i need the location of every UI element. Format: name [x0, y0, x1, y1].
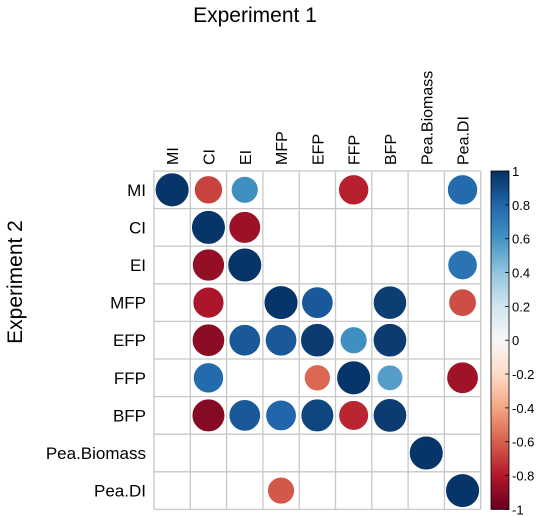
correlation-circle [228, 211, 261, 244]
column-label: BFP [383, 134, 400, 165]
correlation-circle [267, 476, 295, 505]
correlation-circle [194, 175, 223, 205]
column-label: MFP [274, 131, 291, 165]
correlation-circle [191, 398, 226, 433]
correlation-circle [192, 323, 225, 357]
row-label: EFP [113, 331, 146, 350]
row-label: FFP [114, 369, 146, 388]
colorbar-tick-label: -0.4 [512, 401, 534, 416]
colorbar-tick-label: -0.8 [512, 469, 534, 484]
colorbar-tick-label: 0.6 [512, 232, 530, 247]
column-label: CI [201, 149, 218, 165]
row-label: Pea.DI [94, 482, 146, 501]
grid [153, 170, 482, 511]
correlation-circle [447, 174, 478, 206]
column-labels: MI CI EI MFP EFP FFP BFP Pea.Biomass Pea.DI [165, 71, 472, 165]
chart-title-top: Experiment 1 [193, 4, 317, 27]
correlation-circle [339, 326, 368, 354]
row-label: Pea.Biomass [46, 444, 146, 463]
column-label: EI [238, 150, 255, 165]
row-label: BFP [113, 406, 146, 425]
correlation-circle [409, 435, 444, 471]
row-label: MFP [110, 294, 146, 313]
correlation-circle [155, 172, 190, 207]
correlation-circle [338, 400, 369, 431]
correlation-circle [376, 364, 403, 391]
colorbar-tick-label: 0 [512, 333, 519, 348]
colorbar-tick-label: -0.6 [512, 435, 534, 450]
correlation-circle [228, 324, 261, 357]
correlation-circle [263, 285, 299, 320]
row-label: EI [130, 256, 146, 275]
correlation-circle [191, 210, 226, 245]
correlation-circle [447, 250, 478, 280]
circles [155, 172, 480, 508]
column-label: MI [165, 147, 182, 165]
colorbar-tick-label: 0.2 [512, 299, 530, 314]
correlation-circle [445, 473, 480, 508]
colorbar-tick-label: -0.2 [512, 367, 534, 382]
row-label: MI [127, 181, 146, 200]
row-labels: MI CI EI MFP EFP FFP BFP Pea.Biomass Pea.DI [46, 181, 146, 501]
correlation-circle [265, 399, 297, 431]
colorbar-tick-label: 0.8 [512, 198, 530, 213]
correlation-circle [372, 323, 407, 358]
correlation-circle [228, 399, 261, 432]
column-label: Pea.Biomass [419, 71, 436, 165]
correlation-circle [338, 174, 369, 206]
correlation-circle [373, 285, 407, 320]
correlation-circle [227, 247, 262, 283]
correlation-circle [448, 288, 477, 317]
colorbar-tick-label: 0.4 [512, 266, 530, 281]
correlation-circle [372, 398, 407, 433]
chart-title-left: Experiment 2 [4, 220, 27, 344]
correlation-circle [231, 176, 259, 204]
correlation-circle [301, 286, 334, 319]
correlation-circle [192, 286, 225, 319]
correlation-circle [265, 324, 298, 357]
column-label: Pea.DI [456, 116, 473, 165]
correlation-circle [300, 323, 335, 358]
correlation-circle [193, 362, 224, 394]
column-label: EFP [310, 134, 327, 165]
correlation-circle [446, 361, 479, 394]
row-label: CI [129, 218, 146, 237]
correlation-circle [304, 364, 331, 392]
correlation-circle [192, 248, 225, 282]
column-label: FFP [347, 135, 364, 165]
colorbar: 1 0.8 0.6 0.4 0.2 0 -0.2 -0.4 -0.6 -0.8 -1 [490, 164, 534, 516]
correlation-circle [336, 360, 371, 395]
correlation-circle [300, 398, 334, 433]
colorbar-tick-label: -1 [512, 502, 524, 516]
colorbar-tick-label: 1 [512, 164, 519, 179]
